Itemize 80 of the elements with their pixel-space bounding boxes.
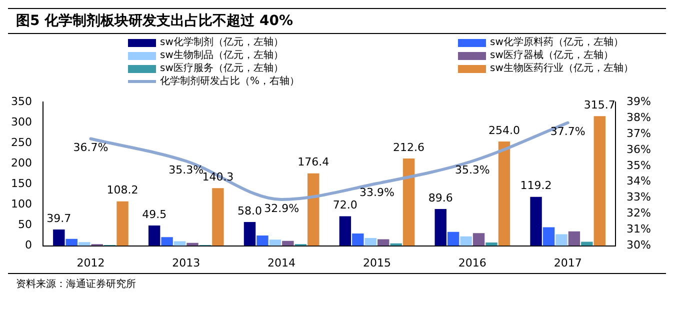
y2-tick-label: 39% <box>626 94 652 108</box>
bar <box>53 229 65 246</box>
data-label: 49.5 <box>142 208 167 221</box>
legend-label: sw生物制品（亿元，左轴） <box>160 49 284 62</box>
data-label: 72.0 <box>332 198 358 212</box>
data-label: 33.9% <box>360 186 394 199</box>
y2-tick-label: 33% <box>626 190 652 204</box>
bar <box>460 236 472 246</box>
y-tick-label: 150 <box>10 177 32 190</box>
bar <box>282 240 294 246</box>
y2-tick-label: 38% <box>626 110 652 124</box>
x-tick-label: 2014 <box>268 256 296 270</box>
data-label: 36.7% <box>73 141 108 154</box>
bar <box>339 216 352 246</box>
y-tick-label: 350 <box>10 94 32 108</box>
y2-tick-label: 34% <box>626 174 652 188</box>
bar <box>594 116 606 246</box>
chart-title: 图5 化学制剂板块研发支出占比不超过 40% <box>8 8 666 34</box>
y2-tick-label: 30% <box>626 238 652 252</box>
data-label: 108.2 <box>106 184 138 197</box>
y2-tick-label: 37% <box>626 126 652 140</box>
y2-tick-label: 31% <box>626 222 652 236</box>
y2-tick-label: 35% <box>626 158 652 172</box>
legend-label: sw化学制剂（亿元，左轴） <box>160 36 284 49</box>
data-label: 315.7 <box>584 98 616 112</box>
bar <box>308 173 320 246</box>
bar <box>269 240 282 246</box>
bar <box>212 188 224 246</box>
legend-label: sw医疗器械（亿元，左轴） <box>490 49 614 62</box>
x-tick-label: 2013 <box>172 256 200 270</box>
bar <box>472 233 485 246</box>
data-label: 212.6 <box>393 140 425 154</box>
bar <box>434 208 446 246</box>
y-tick-label: 300 <box>10 115 32 128</box>
y2-tick-label: 32% <box>626 206 652 220</box>
data-label: 32.9% <box>264 202 300 215</box>
y-tick-label: 0 <box>24 238 32 252</box>
data-label: 35.3% <box>168 163 204 176</box>
bar <box>256 236 268 246</box>
bar <box>486 242 498 246</box>
bar <box>116 201 128 246</box>
data-label: 58.0 <box>238 204 262 218</box>
bar <box>148 225 160 246</box>
bar <box>244 222 256 246</box>
bar <box>377 239 390 246</box>
x-tick-label: 2017 <box>554 256 582 270</box>
x-tick-label: 2012 <box>76 256 105 270</box>
data-label: 140.3 <box>202 170 234 184</box>
bar <box>568 231 580 246</box>
data-label: 39.7 <box>46 212 72 225</box>
x-tick-label: 2016 <box>458 256 486 270</box>
legend-label: sw化学原料药（亿元，左轴） <box>490 36 624 49</box>
bar <box>581 242 593 246</box>
bar <box>530 196 542 246</box>
bar <box>556 234 568 246</box>
y-tick-label: 250 <box>10 136 32 149</box>
y2-tick-label: 36% <box>626 142 652 156</box>
data-label: 89.6 <box>428 191 453 204</box>
legend-label: 化学制剂研发占比（%，右轴） <box>160 75 300 88</box>
legend-label: sw医疗服务（亿元，左轴） <box>160 62 284 75</box>
bar <box>498 141 510 246</box>
y-tick-label: 200 <box>10 156 32 170</box>
bar <box>66 238 78 246</box>
data-label: 35.3% <box>454 163 490 176</box>
x-tick-label: 2015 <box>362 256 391 270</box>
bar <box>402 158 415 246</box>
data-label: 37.7% <box>550 125 586 138</box>
bar <box>78 242 90 246</box>
data-label: 254.0 <box>488 124 520 137</box>
bar <box>447 232 460 246</box>
bar <box>364 238 376 246</box>
y-tick-label: 50 <box>18 218 32 232</box>
y-tick-label: 100 <box>10 198 32 211</box>
data-label: 176.4 <box>298 156 330 169</box>
bar <box>352 233 364 246</box>
bar <box>542 227 555 246</box>
data-label: 119.2 <box>520 179 552 192</box>
text: 资料来源：海通证券研究所 <box>16 278 137 291</box>
legend-label: sw生物医药行业（亿元，左轴） <box>490 62 634 75</box>
bar <box>161 237 173 246</box>
